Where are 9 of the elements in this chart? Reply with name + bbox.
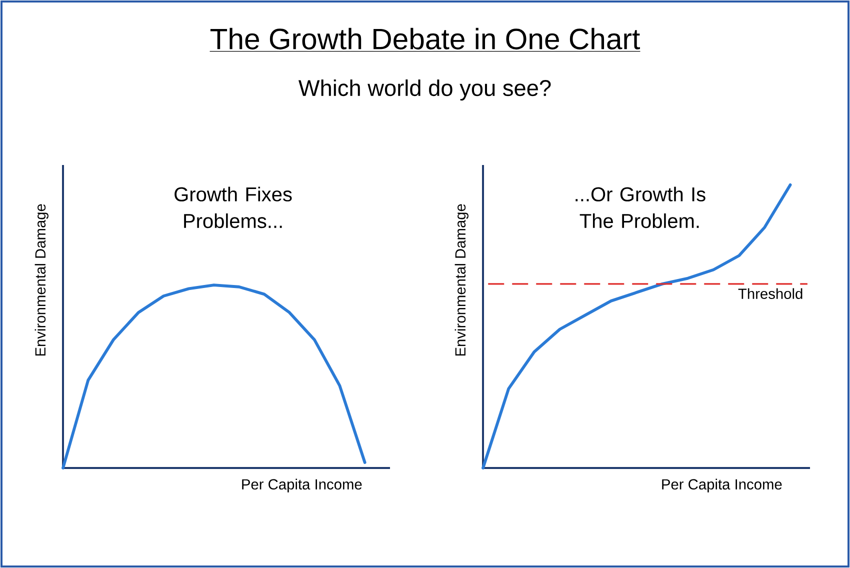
chart-subtitle: Which world do you see? xyxy=(298,79,551,101)
x-axis-title: Per Capita Income xyxy=(242,478,362,492)
x-axis-title: Per Capita Income xyxy=(662,478,782,492)
y-axis-title: Environmental Damage xyxy=(454,204,468,356)
text: Growth Fixes Problems... xyxy=(174,186,292,228)
y-axis-title: Environmental Damage xyxy=(34,204,48,356)
annotation: ...Or Growth Is The Problem. xyxy=(576,186,706,228)
ref-line-label: Threshold xyxy=(738,288,802,299)
chart-title: The Growth Debate in One Chart xyxy=(210,28,640,50)
